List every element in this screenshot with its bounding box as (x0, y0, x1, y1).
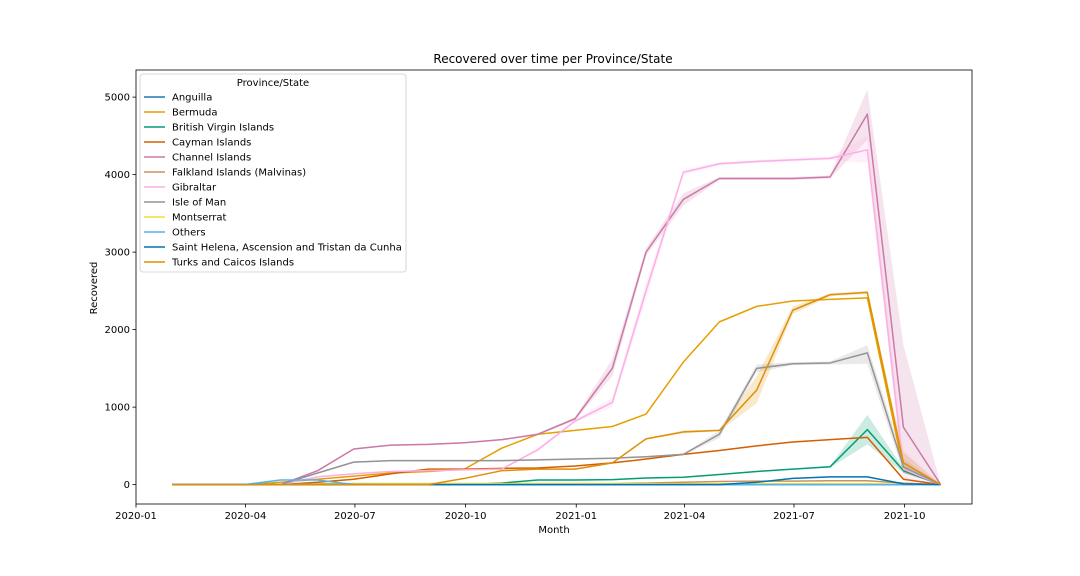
series-lines (172, 113, 942, 486)
line-turks-and-caicos-islands (172, 291, 942, 486)
x-tick-label: 2020-07 (334, 511, 376, 522)
y-tick-label: 0 (124, 480, 130, 491)
band-isle-of-man (172, 345, 941, 485)
legend-label-cayman-islands: Cayman Islands (172, 138, 251, 149)
legend-label-montserrat: Montserrat (172, 213, 227, 224)
x-tick-label: 2020-10 (445, 511, 487, 522)
legend-label-anguilla: Anguilla (172, 93, 212, 104)
line-gibraltar (172, 149, 942, 486)
legend-label-gibraltar: Gibraltar (172, 183, 217, 194)
legend-label-bermuda: Bermuda (172, 108, 218, 119)
line-cayman-islands (172, 436, 941, 486)
x-tick-label: 2021-01 (555, 511, 597, 522)
y-axis: 0 1000 2000 3000 4000 5000 (105, 93, 136, 491)
legend-label-falkland-islands-malvinas: Falkland Islands (Malvinas) (172, 168, 306, 179)
band-channel-islands (172, 89, 941, 485)
x-tick-label: 2021-10 (884, 511, 926, 522)
y-tick-label: 4000 (105, 170, 130, 181)
x-axis: 2020-01 2020-04 2020-07 2020-10 2021-01 2021-… (115, 504, 926, 522)
y-tick-label: 5000 (105, 93, 130, 104)
confidence-bands (172, 89, 941, 485)
x-tick-label: 2021-04 (664, 511, 706, 522)
legend-label-isle-of-man: Isle of Man (172, 198, 226, 209)
x-tick-label: 2020-01 (115, 511, 157, 522)
line-isle-of-man (172, 352, 942, 486)
y-tick-label: 1000 (105, 403, 130, 414)
line-channel-islands (172, 113, 942, 486)
band-british-virgin-islands (172, 414, 941, 485)
legend-title: Province/State (237, 78, 309, 89)
plot-frame (135, 69, 973, 505)
legend-label-turks-and-caicos-islands: Turks and Caicos Islands (171, 258, 294, 269)
x-tick-label: 2020-04 (225, 511, 267, 522)
x-tick-label: 2021-07 (773, 511, 815, 522)
y-tick-label: 2000 (105, 325, 130, 336)
chart-title: Recovered over time per Province/State (433, 52, 672, 66)
y-tick-label: 3000 (105, 248, 130, 259)
legend-box (139, 73, 407, 273)
legend-label-channel-islands: Channel Islands (172, 153, 251, 164)
legend-label-saint-helena-ascension-and-tristan-da-cunha: Saint Helena, Ascension and Tristan da C… (172, 243, 402, 254)
legend: Province/State Anguilla Bermuda British Vi… (139, 73, 407, 273)
y-axis-label: Recovered (89, 262, 100, 315)
legend-label-british-virgin-islands: British Virgin Islands (172, 123, 274, 134)
x-axis-label: Month (538, 525, 569, 536)
legend-label-others: Others (172, 228, 206, 239)
